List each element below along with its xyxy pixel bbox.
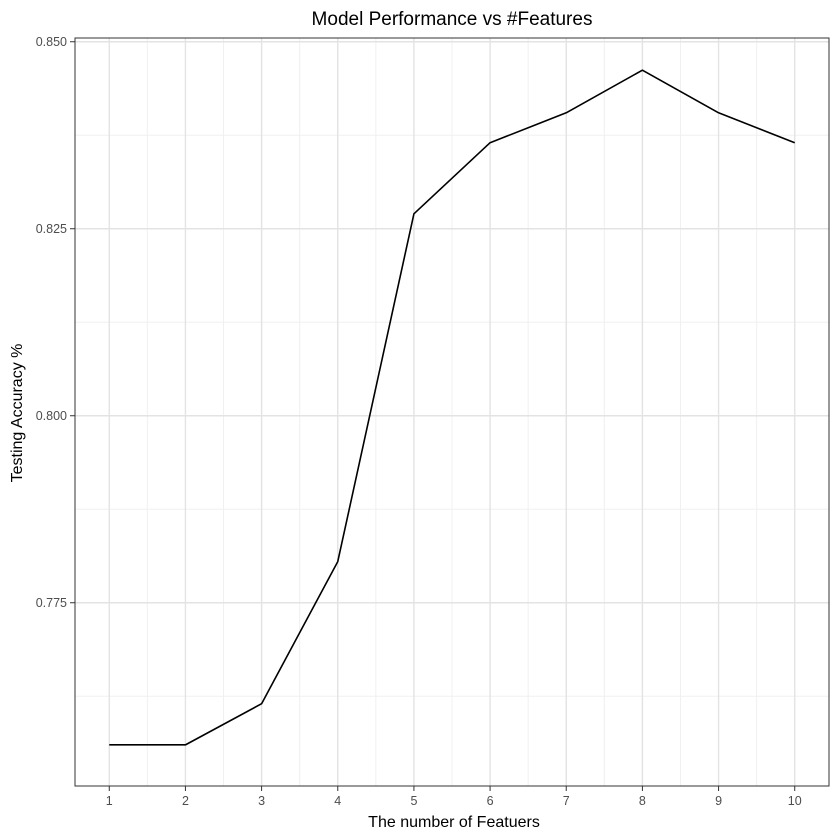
y-tick-label: 0.850 bbox=[36, 35, 67, 49]
series-layer bbox=[109, 69, 796, 746]
y-tick-label: 0.775 bbox=[36, 596, 67, 610]
x-tick-label: 8 bbox=[639, 794, 646, 808]
panel-border bbox=[74, 37, 830, 787]
y-tick-label: 0.825 bbox=[36, 222, 67, 236]
x-tick-label: 10 bbox=[788, 794, 802, 808]
x-tick-label: 1 bbox=[106, 794, 113, 808]
x-tick-label: 9 bbox=[715, 794, 722, 808]
x-axis-title: The number of Featuers bbox=[368, 814, 540, 831]
chart-title: Model Performance vs #Features bbox=[312, 9, 593, 30]
x-tick-label: 4 bbox=[334, 794, 341, 808]
y-axis-ticks: 0.775 0.800 0.825 0.850 bbox=[36, 35, 75, 610]
y-tick-label: 0.800 bbox=[36, 409, 67, 423]
x-tick-label: 5 bbox=[410, 794, 417, 808]
x-axis-ticks: 1 2 3 4 5 6 7 8 9 10 bbox=[106, 786, 802, 808]
series-line bbox=[109, 69, 796, 746]
x-tick-label: 6 bbox=[487, 794, 494, 808]
x-tick-label: 2 bbox=[182, 794, 189, 808]
major-gridlines bbox=[75, 38, 829, 786]
x-tick-label: 7 bbox=[563, 794, 570, 808]
x-tick-label: 3 bbox=[258, 794, 265, 808]
minor-gridlines bbox=[75, 38, 829, 786]
y-axis-title: Testing Accuracy % bbox=[9, 344, 26, 483]
